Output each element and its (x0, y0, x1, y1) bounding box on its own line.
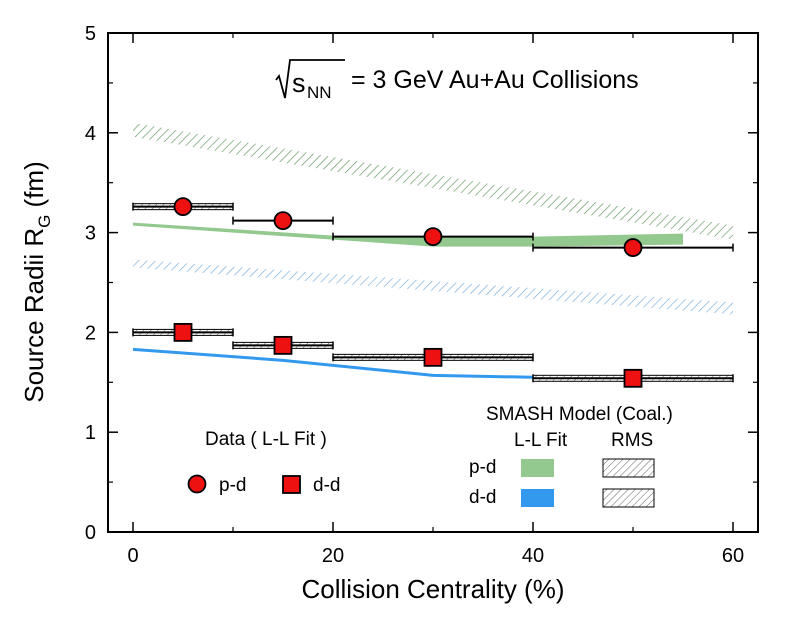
y-tick-label-0: 0 (85, 522, 96, 544)
y-axis-label-unit: (fm) (19, 161, 49, 214)
y-tick-label-2: 2 (85, 322, 96, 344)
legend-model-col-rms: RMS (611, 430, 653, 451)
point-p-d-0 (173, 197, 193, 217)
model-line-d-d (132, 347, 534, 379)
y-axis-label: Source Radii RG (fm) (19, 161, 54, 403)
y-tick-label-4: 4 (85, 123, 96, 145)
legend-circle-marker (187, 474, 207, 494)
data-markers (132, 197, 734, 388)
legend-model-row-dd: d-d (469, 487, 496, 508)
y-axis-label-main: Source Radii R (19, 228, 49, 403)
title-s: s (292, 68, 306, 98)
legend-model: SMASH Model (Coal.) L-L Fit RMS p-d d-d (469, 404, 673, 508)
legend-square-marker (282, 475, 301, 494)
x-tick-label-40: 40 (522, 545, 544, 567)
point-p-d-2 (423, 227, 443, 246)
point-d-d-0 (173, 322, 193, 342)
model-hatched-band-p-d-4 (133, 122, 733, 240)
svg-text:Source Radii RG (fm): Source Radii RG (fm) (19, 161, 54, 403)
y-tick-label-1: 1 (85, 422, 96, 444)
sqrt-symbol (275, 59, 345, 99)
y-tick-label-5: 5 (85, 23, 96, 45)
y-axis-label-sub: G (35, 215, 54, 228)
model-hatched-band-d-d-5 (133, 259, 733, 315)
axis-ticks: 0 20 40 60 0 1 2 3 4 5 (85, 23, 758, 567)
x-tick-label-20: 20 (322, 545, 344, 567)
legend-swatch-dd-llfit (521, 489, 554, 507)
legend-model-title: SMASH Model (Coal.) (486, 404, 673, 425)
point-d-d-1 (273, 335, 293, 355)
legend-swatch-pd-llfit (521, 459, 554, 477)
plot-area (132, 122, 733, 379)
legend-model-col-llfit: L-L Fit (514, 430, 568, 451)
legend-swatch-dd-rms (602, 488, 655, 508)
point-d-d-3 (623, 368, 643, 388)
model-band-p-d-2 (133, 222, 683, 247)
legend-data: Data ( L-L Fit ) p-d d-d (187, 429, 340, 496)
legend-model-row-pd: p-d (469, 457, 496, 478)
x-tick-label-0: 0 (127, 545, 138, 567)
legend-data-entry-dd: d-d (313, 475, 340, 496)
legend-data-title: Data ( L-L Fit ) (205, 429, 327, 450)
y-tick-label-3: 3 (85, 223, 96, 245)
point-p-d-3 (623, 238, 643, 257)
x-tick-label-60: 60 (722, 545, 744, 567)
x-axis-label: Collision Centrality (%) (302, 574, 565, 604)
title-subscript: NN (307, 83, 332, 102)
plot-title: s NN = 3 GeV Au+Au Collisions (275, 59, 639, 102)
legend-swatch-pd-rms (602, 458, 655, 478)
legend-data-entry-pd: p-d (219, 475, 246, 496)
title-text: = 3 GeV Au+Au Collisions (351, 66, 639, 94)
point-d-d-2 (423, 347, 443, 367)
point-p-d-1 (273, 211, 293, 231)
